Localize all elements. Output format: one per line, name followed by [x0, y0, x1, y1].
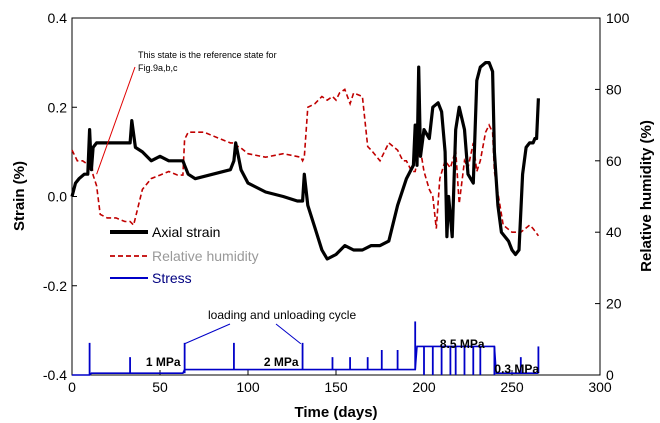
y-right-tick-label: 40 [606, 224, 622, 240]
y-left-tick-label: 0.0 [48, 189, 68, 205]
x-tick-label: 100 [236, 379, 260, 395]
cycle-annotation: loading and unloading cycle [184, 308, 356, 345]
stress-labels: 1 MPa 2 MPa 8.5 MPa 0.3 MPa [146, 337, 539, 376]
legend-label-axial-strain: Axial strain [152, 224, 220, 240]
y-right-tick-label: 80 [606, 81, 622, 97]
y-right-tick-label: 20 [606, 296, 622, 312]
stress-label-1mpa: 1 MPa [146, 355, 181, 369]
y-right-tick-label: 60 [606, 153, 622, 169]
y-right-tick-label: 0 [606, 367, 614, 383]
y-left-tick-label: 0.2 [48, 99, 68, 115]
reference-annotation: This state is the reference state for Fi… [96, 50, 277, 175]
cycle-note-text: loading and unloading cycle [208, 308, 356, 322]
stress-label-0-3mpa: 0.3 MPa [494, 362, 539, 376]
x-tick-label: 300 [588, 379, 612, 395]
stress-label-2mpa: 2 MPa [264, 355, 299, 369]
ticks-layer: 0 50 100 150 200 250 300 -0.4 -0.2 0.0 0.2 0.4 0 20 40… [43, 10, 630, 395]
y-left-axis-title: Strain (%) [11, 161, 28, 231]
y-left-tick-label: -0.2 [43, 278, 67, 294]
series-axial-strain-line [70, 60, 540, 261]
x-tick-label: 150 [324, 379, 348, 395]
y-left-tick-label: -0.4 [43, 367, 67, 383]
legend-label-relative-humidity: Relative humidity [152, 248, 259, 264]
legend-label-stress: Stress [152, 270, 192, 286]
cycle-arrow-left [184, 323, 231, 345]
cycle-arrow-right [275, 323, 302, 345]
legend: Axial strain Relative humidity Stress [110, 224, 259, 286]
reference-note-line2: Fig.9a,b,c [138, 63, 178, 73]
x-tick-label: 250 [500, 379, 524, 395]
y-left-tick-label: 0.4 [48, 10, 68, 26]
reference-note-line1: This state is the reference state for [138, 50, 277, 60]
x-tick-label: 50 [152, 379, 168, 395]
series-layer [70, 60, 540, 376]
x-axis-title: Time (days) [294, 404, 377, 421]
x-tick-label: 200 [412, 379, 436, 395]
reference-arrow [96, 66, 136, 175]
x-tick-label: 0 [68, 379, 76, 395]
stress-label-8-5mpa: 8.5 MPa [440, 337, 485, 351]
y-right-axis-title: Relative humidity (%) [638, 120, 655, 272]
y-right-tick-label: 100 [606, 10, 630, 26]
